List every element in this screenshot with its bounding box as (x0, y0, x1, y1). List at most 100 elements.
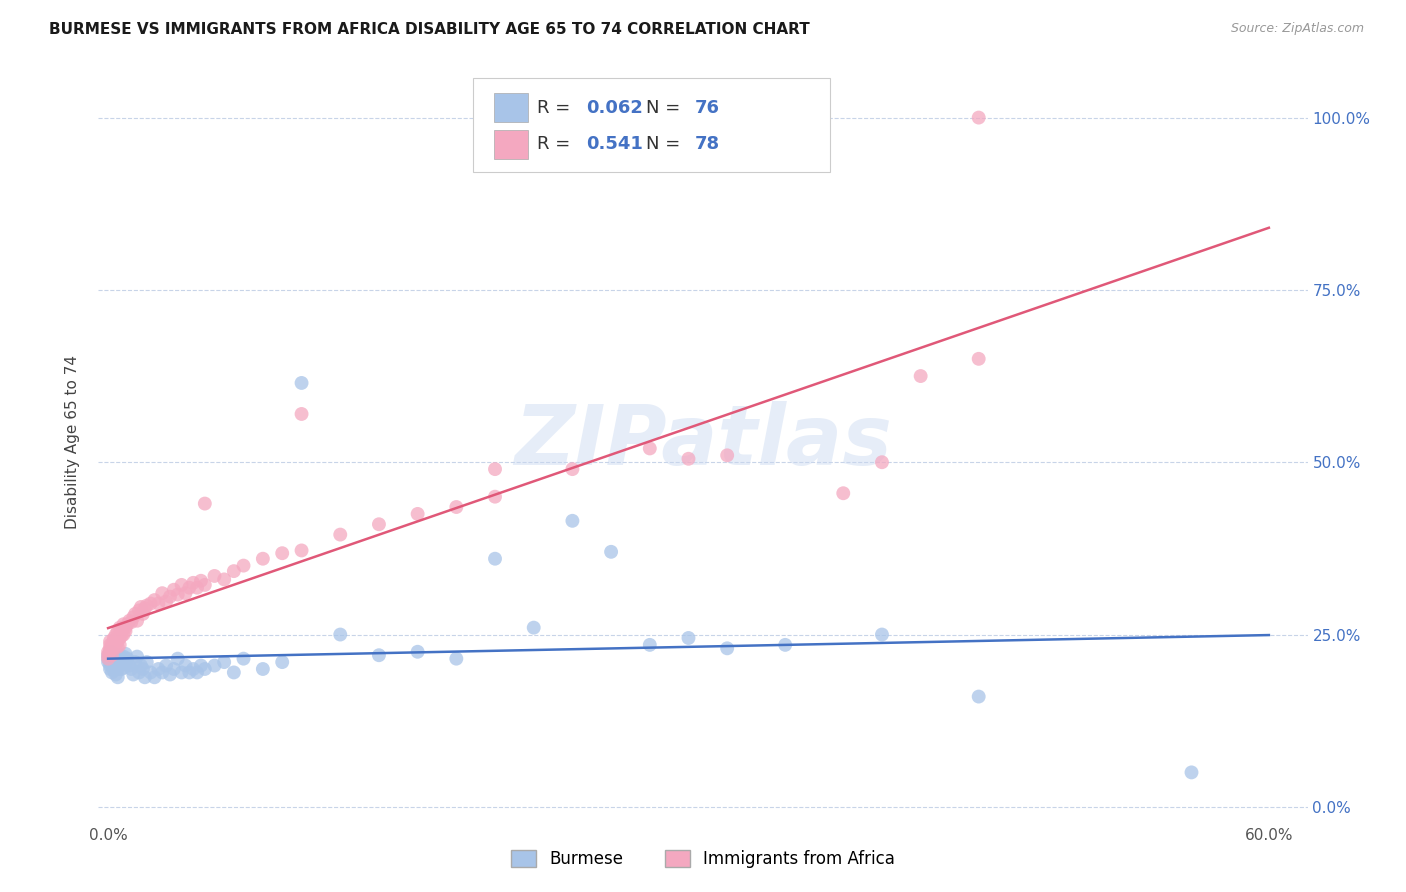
Text: ZIPatlas: ZIPatlas (515, 401, 891, 482)
Point (870, 455, 893, 469)
Point (112, 649, 135, 664)
Point (108, 621, 131, 635)
Point (967, 111, 990, 125)
Point (967, 690, 990, 704)
Point (716, 448, 738, 462)
Point (111, 624, 134, 639)
Point (190, 574, 212, 588)
Point (148, 597, 170, 611)
Point (600, 545, 623, 559)
Point (232, 651, 254, 665)
Point (232, 558, 254, 573)
Point (329, 527, 352, 541)
Point (97, 655, 120, 669)
Point (561, 462, 583, 476)
Point (252, 662, 274, 676)
Point (204, 658, 226, 673)
Point (271, 546, 294, 560)
Point (111, 629, 134, 643)
Point (1180, 765, 1202, 780)
Point (108, 658, 131, 673)
Point (179, 581, 201, 595)
Point (103, 647, 125, 661)
Point (166, 588, 188, 602)
Point (107, 624, 129, 639)
Point (97, 651, 120, 665)
Point (638, 638, 661, 652)
Point (638, 442, 661, 456)
Point (222, 665, 245, 680)
Point (406, 645, 429, 659)
Point (155, 594, 177, 608)
Point (98, 662, 121, 676)
Text: R =: R = (537, 136, 582, 153)
Point (104, 658, 127, 673)
Point (112, 660, 135, 674)
Point (155, 658, 177, 673)
Point (484, 551, 506, 566)
Point (252, 551, 274, 566)
Point (368, 648, 391, 663)
Point (139, 597, 162, 611)
Point (103, 631, 125, 645)
Text: 0.541: 0.541 (586, 136, 643, 153)
Point (98, 649, 121, 664)
Point (101, 651, 124, 665)
Point (143, 670, 166, 684)
Point (124, 607, 146, 621)
Point (108, 631, 131, 645)
Point (832, 486, 855, 500)
Point (174, 586, 197, 600)
Point (103, 655, 125, 669)
Point (129, 658, 152, 673)
Point (190, 658, 212, 673)
Point (194, 497, 217, 511)
Point (101, 665, 124, 680)
Point (112, 617, 135, 632)
Point (678, 451, 700, 466)
Point (134, 670, 156, 684)
Point (134, 601, 156, 615)
Point (120, 662, 142, 676)
Text: Source: ZipAtlas.com: Source: ZipAtlas.com (1230, 22, 1364, 36)
Point (97, 648, 120, 663)
Point (97, 648, 120, 663)
Point (132, 662, 155, 676)
Point (107, 634, 129, 648)
Point (135, 599, 157, 613)
Bar (494, 129, 527, 159)
Point (117, 651, 139, 665)
Point (104, 627, 127, 641)
Text: 78: 78 (695, 136, 720, 153)
Point (101, 638, 124, 652)
Point (122, 667, 145, 681)
Point (222, 564, 245, 578)
Point (129, 599, 152, 614)
Point (104, 636, 127, 650)
Text: BURMESE VS IMMIGRANTS FROM AFRICA DISABILITY AGE 65 TO 74 CORRELATION CHART: BURMESE VS IMMIGRANTS FROM AFRICA DISABI… (49, 22, 810, 37)
Point (114, 624, 136, 639)
Point (150, 586, 173, 600)
Point (181, 575, 204, 590)
Point (186, 581, 208, 595)
Point (170, 578, 193, 592)
Point (114, 657, 136, 671)
Point (561, 514, 583, 528)
Point (128, 603, 150, 617)
Point (107, 651, 129, 665)
Point (329, 627, 352, 641)
Point (112, 627, 135, 641)
Point (98, 634, 121, 648)
Bar (494, 93, 527, 122)
Point (103, 641, 125, 656)
Point (290, 376, 312, 390)
Point (139, 665, 162, 680)
Point (104, 638, 127, 652)
Point (170, 665, 193, 680)
Point (120, 615, 142, 629)
Point (773, 638, 796, 652)
Point (150, 665, 173, 680)
Point (127, 649, 149, 664)
Point (124, 655, 146, 669)
Point (523, 621, 546, 635)
